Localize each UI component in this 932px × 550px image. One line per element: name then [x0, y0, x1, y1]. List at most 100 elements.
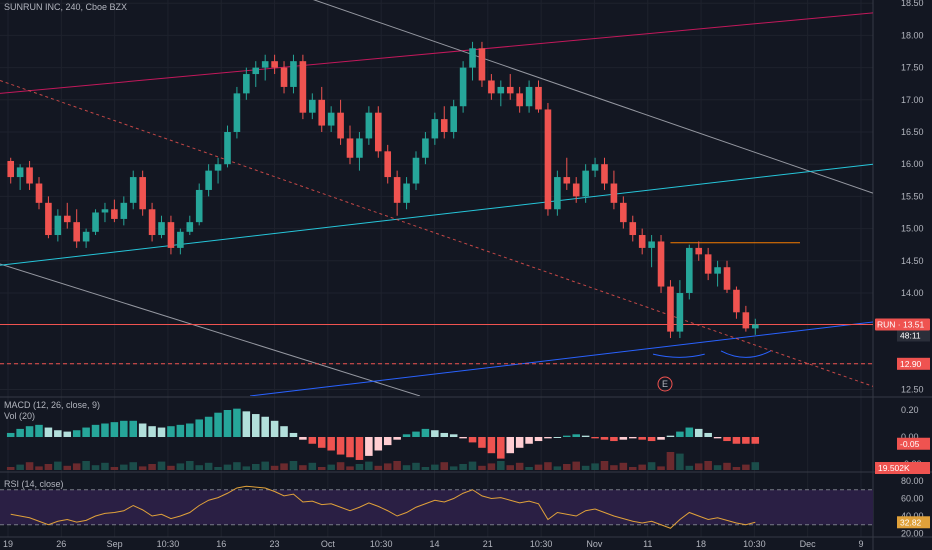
macd-histogram-bar	[515, 437, 524, 448]
macd-histogram-bar	[544, 437, 552, 439]
volume-bar	[365, 461, 373, 470]
volume-bar	[280, 463, 288, 470]
macd-tick-label: 0.20	[901, 405, 919, 415]
macd-histogram-bar	[167, 426, 175, 437]
volume-bar	[478, 465, 486, 470]
candle-body	[412, 157, 420, 184]
macd-histogram-bar	[581, 435, 590, 437]
candle-body	[563, 177, 571, 184]
trendline-blue	[249, 321, 873, 396]
support-tag: 12.90	[900, 359, 922, 369]
volume-bar	[440, 462, 449, 470]
volume-bar	[270, 465, 279, 470]
macd-histogram-bar	[553, 437, 562, 438]
macd-histogram-bar	[497, 437, 505, 459]
macd-histogram-bar	[355, 437, 364, 460]
volume-bar	[421, 467, 430, 470]
volume-bar	[468, 461, 477, 470]
volume-bar	[346, 466, 354, 470]
macd-histogram-bar	[723, 437, 731, 442]
time-tick-label: 11	[643, 539, 652, 549]
macd-histogram-bar	[346, 437, 354, 458]
candle-body	[422, 138, 429, 158]
macd-histogram-bar	[525, 437, 533, 444]
rsi-tick-label: 40.00	[901, 511, 924, 521]
macd-histogram-bar	[261, 416, 269, 437]
macd-histogram-bar	[421, 428, 430, 437]
volume-bar	[657, 466, 665, 470]
volume-bar	[534, 464, 543, 470]
macd-current-tag-bg	[897, 437, 930, 450]
volume-bar	[54, 461, 62, 470]
candle-body	[535, 86, 542, 110]
rsi-current-tag-bg	[897, 516, 930, 529]
volume-bar	[581, 465, 590, 470]
candle-body	[676, 292, 684, 332]
macd-histogram-bar	[16, 428, 24, 437]
candle-body	[356, 138, 363, 158]
macd-histogram-bar	[120, 420, 128, 437]
time-tick-label: 10:30	[743, 539, 766, 549]
volume-bar	[214, 467, 222, 470]
time-tick-label: 18	[696, 539, 706, 549]
price-tick-label: 16.50	[901, 127, 924, 137]
macd-histogram-bar	[742, 437, 750, 444]
pattern-arc	[652, 353, 705, 358]
volume-bar	[167, 465, 175, 470]
macd-label: MACD (12, 26, close, 9)	[4, 400, 101, 410]
candle-body	[346, 138, 354, 158]
candle-body	[751, 324, 759, 329]
candle-body	[92, 212, 99, 232]
time-tick-label: 9	[858, 539, 863, 549]
time-tick-label: 23	[270, 539, 280, 549]
price-tick-label: 17.00	[901, 95, 924, 105]
macd-histogram-bar	[129, 420, 138, 437]
volume-bar	[685, 465, 694, 470]
pattern-arc	[720, 350, 771, 358]
price-tick-label: 16.00	[901, 159, 924, 169]
time-tick-label: 19	[3, 539, 13, 549]
volume-bar	[487, 463, 496, 470]
macd-histogram-bar	[459, 437, 467, 439]
volume-bar	[336, 462, 345, 470]
candle-body	[723, 267, 731, 290]
volume-bar	[600, 461, 609, 470]
candle-body	[506, 86, 514, 94]
candle-body	[129, 177, 137, 203]
candle-body	[601, 164, 608, 184]
last-price-tag: RUN · 13.51	[877, 320, 925, 330]
candle-body	[309, 99, 316, 113]
volume-bar	[383, 463, 392, 470]
earnings-marker-label: E	[662, 379, 668, 389]
price-tick-label: 15.50	[901, 191, 924, 201]
volume-bar	[317, 467, 326, 470]
macd-histogram-bar	[506, 437, 515, 454]
volume-bar	[223, 464, 232, 470]
time-tick-label: 10:30	[530, 539, 553, 549]
candle-body	[101, 209, 109, 213]
macd-histogram-bar	[449, 434, 458, 437]
macd-histogram-bar	[431, 430, 439, 437]
candle-body	[261, 61, 269, 68]
macd-histogram-bar	[534, 437, 543, 442]
candle-body	[26, 167, 33, 184]
macd-histogram-bar	[110, 422, 119, 437]
candle-body	[525, 86, 533, 107]
candle-body	[516, 93, 523, 107]
macd-histogram-bar	[383, 437, 392, 446]
trendline-red	[0, 12, 873, 94]
macd-histogram-bar	[657, 437, 665, 440]
candle-body	[243, 74, 250, 94]
macd-histogram-bar	[72, 430, 81, 437]
volume-bar	[638, 464, 646, 470]
candle-body	[252, 67, 260, 75]
volume-bar	[91, 465, 100, 470]
volume-label: Vol (20)	[4, 411, 36, 421]
macd-histogram-bar	[223, 410, 232, 437]
macd-histogram-bar	[694, 428, 703, 437]
macd-histogram-bar	[195, 419, 203, 437]
macd-histogram-bar	[412, 431, 420, 437]
candle-body	[686, 247, 693, 293]
macd-histogram-bar	[638, 437, 646, 440]
